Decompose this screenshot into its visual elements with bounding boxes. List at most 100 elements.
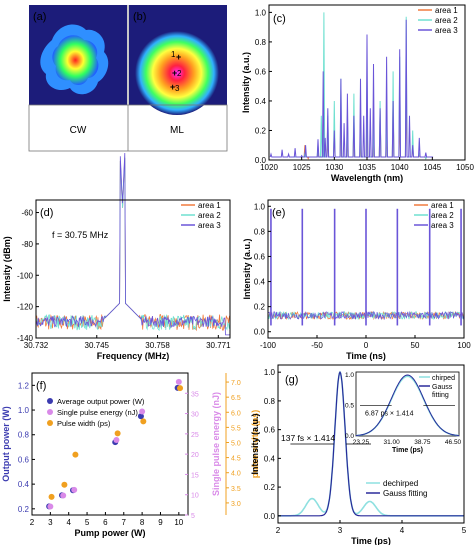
chart-g-inset-xtick-label: 38.75 — [414, 439, 431, 446]
ml-marker-1: 1 — [171, 50, 176, 59]
chart-g-ytick-label: 0.2 — [264, 483, 276, 492]
chart-f-xtick-label: 4 — [66, 518, 71, 527]
chart-c-legend-label: area 3 — [435, 26, 458, 35]
chart-f-xtick-label: 7 — [122, 518, 127, 527]
chart-e-xlabel: Time (ns) — [346, 351, 386, 361]
chart-f-point-3 — [48, 493, 55, 500]
chart-f-right2-tick-label: 4.5 — [231, 456, 241, 463]
chart-e-ytick-label: 0.0 — [254, 328, 266, 337]
chart-f-right1-ylabel: Single pulse energy (nJ) — [211, 392, 221, 496]
chart-d: 30.732 30.745 30.758 30.771 -60 -80 -100 -120 -1… — [2, 152, 231, 361]
chart-f-right2-ylabel: pulse width (ps) — [250, 410, 260, 479]
chart-g-inset-xtick-label: 31.00 — [384, 439, 401, 446]
caption-cw: CW — [70, 125, 87, 136]
chart-f-tag: (f) — [36, 380, 46, 392]
chart-f-left-ytick-label: 0.4 — [18, 480, 30, 489]
chart-f-right2-tick-label: 5.0 — [231, 440, 241, 447]
chart-f-right2-tick-label: 6.5 — [231, 395, 241, 402]
chart-c-ylabel: Intensity (a.u.) — [241, 52, 251, 113]
ml-marker-2: 2 — [177, 69, 182, 78]
chart-e-xtick-label: 100 — [457, 341, 471, 350]
panel-b-tag: (b) — [133, 11, 146, 23]
chart-f-right1-tick-label: 25 — [191, 432, 199, 439]
chart-f-legend-marker — [47, 398, 53, 404]
chart-e-legend-label: area 3 — [431, 221, 454, 230]
chart-c-series-3 — [269, 19, 434, 158]
chart-f-left-ytick-label: 1.0 — [18, 406, 30, 415]
chart-f-xtick-label: 6 — [103, 518, 108, 527]
chart-e-ytick-label: 0.8 — [254, 227, 266, 236]
chart-c-xtick-label: 1030 — [325, 163, 343, 172]
chart-d-legend-label: area 2 — [198, 211, 221, 220]
chart-g-xtick-label: 4 — [400, 526, 405, 535]
ml-beam-spot — [135, 31, 219, 115]
chart-e-ytick-label: 0.6 — [254, 252, 266, 261]
chart-c-xtick-label: 1050 — [456, 163, 474, 172]
chart-f-xtick-label: 9 — [158, 518, 163, 527]
chart-g: 2 3 4 5 0.0 0.2 0.4 0.6 0.8 1.0 Time (ps) Intensity… — [250, 364, 467, 545]
chart-e-ytick-label: 0.4 — [254, 278, 266, 287]
chart-c-ytick-label: 0.6 — [255, 67, 267, 76]
chart-f-xtick-label: 2 — [30, 518, 35, 527]
cw-beam-core — [52, 35, 99, 85]
chart-e-ylabel: Intensity (a.u.) — [242, 238, 252, 299]
panel-a-tag: (a) — [33, 11, 46, 23]
chart-f-legend-marker — [47, 409, 53, 415]
chart-e-xtick-label: -100 — [260, 341, 277, 350]
chart-c-xtick-label: 1035 — [358, 163, 376, 172]
chart-f-right1-tick-label: 15 — [191, 472, 199, 479]
chart-f-point-2 — [139, 408, 146, 415]
chart-d-xtick-label: 30.745 — [85, 341, 110, 350]
chart-c-ytick-label: 0.4 — [255, 97, 267, 106]
chart-d-xtick-label: 30.771 — [206, 341, 231, 350]
chart-c: 1020 1025 1030 1035 1040 1045 1050 0.0 0.2 0.4 0.6… — [241, 4, 474, 183]
panel-ab-caption-box: CW ML — [28, 5, 228, 152]
chart-d-series-3 — [35, 152, 230, 336]
chart-g-inset-legend-label: chirped — [432, 375, 455, 382]
panel-a: (a) — [29, 5, 127, 105]
chart-f-point-3 — [140, 418, 147, 425]
chart-d-ytick-label: -100 — [17, 271, 34, 280]
ml-marker-1-cross: + — [176, 52, 181, 62]
chart-c-ytick-label: 0.0 — [255, 156, 267, 165]
chart-g-inset-ytick-label: 0.0 — [345, 433, 354, 440]
chart-d-ytick-label: -80 — [21, 240, 33, 249]
panel-b: (b) 1 2 3 + + + — [129, 5, 227, 115]
chart-f-point-2 — [175, 378, 182, 385]
chart-g-xlabel: Time (ps) — [351, 536, 391, 545]
chart-g-xtick-label: 5 — [462, 526, 467, 535]
chart-d-xlabel: Frequency (MHz) — [97, 351, 170, 361]
chart-c-xtick-label: 1020 — [260, 163, 278, 172]
chart-f-right2-tick-label: 3.5 — [231, 486, 241, 493]
chart-f-right2-tick-label: 5.5 — [231, 425, 241, 432]
chart-f-point-3 — [61, 481, 68, 488]
chart-f-legend-label: Single pulse energy (nJ) — [57, 408, 138, 417]
chart-f-right1-tick-label: 20 — [191, 452, 199, 459]
chart-c-xtick-label: 1025 — [293, 163, 311, 172]
chart-d-ytick-label: -60 — [21, 209, 33, 218]
chart-g-frame — [277, 364, 465, 524]
chart-g-ytick-label: 0.4 — [264, 454, 276, 463]
chart-f-right1-tick-label: 30 — [191, 412, 199, 419]
chart-e-xtick-label: -50 — [311, 341, 323, 350]
chart-g-series-gauss — [278, 371, 464, 517]
chart-e-xtick-label: 50 — [411, 341, 420, 350]
chart-e-xtick-label: 0 — [364, 341, 369, 350]
chart-c-legend-label: area 2 — [435, 16, 458, 25]
chart-g-inset-xtick-label: 23.25 — [353, 439, 370, 446]
chart-c-tag: (c) — [273, 13, 286, 25]
chart-f-point-1 — [137, 413, 144, 420]
chart-f-right1-tick-label: 5 — [191, 513, 195, 520]
chart-c-xlabel: Wavelength (nm) — [331, 173, 403, 183]
caption-ml: ML — [170, 125, 184, 136]
chart-f-xtick-label: 10 — [174, 518, 183, 527]
chart-g-inset-annotation: 6.87 ps × 1.414 — [365, 411, 414, 418]
ml-marker-3-cross: + — [170, 82, 175, 92]
chart-e-legend-label: area 2 — [431, 211, 454, 220]
chart-d-ytick-label: -120 — [17, 303, 34, 312]
chart-f-xlabel: Pump power (W) — [75, 528, 146, 538]
chart-d-series-1 — [35, 157, 231, 332]
chart-g-inset-ytick-label: 1.0 — [345, 372, 354, 379]
chart-f-point-2 — [60, 492, 67, 499]
chart-f-xtick-label: 8 — [140, 518, 145, 527]
